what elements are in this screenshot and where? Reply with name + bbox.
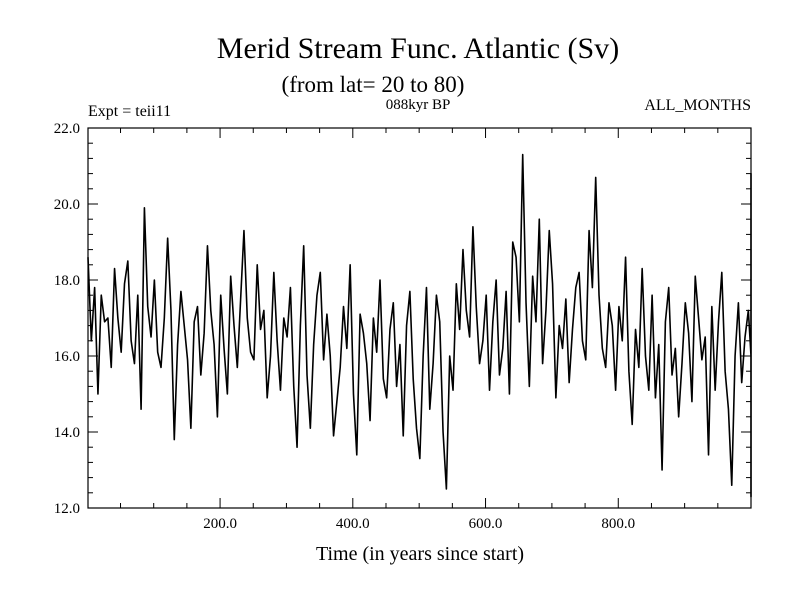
x-axis-label: Time (in years since start) [316, 543, 524, 565]
x-tick-label: 400.0 [336, 516, 370, 532]
y-tick-label: 22.0 [54, 121, 80, 137]
y-tick-label: 18.0 [54, 273, 80, 289]
series-line [87, 153, 752, 498]
ticks: 200.0 400.0 600.0 800.0 12.0 14.0 16.0 18.0 20.0… [54, 121, 751, 532]
experiment-label: Expt = teii11 [88, 103, 171, 120]
x-tick-label: 800.0 [601, 516, 635, 532]
series [87, 153, 752, 498]
period-label: 088kyr BP [386, 97, 451, 113]
chart-subtitle: (from lat= 20 to 80) [282, 72, 465, 97]
x-tick-label: 600.0 [469, 516, 503, 532]
months-label: ALL_MONTHS [644, 97, 751, 114]
x-tick-label: 200.0 [203, 516, 237, 532]
y-tick-label: 12.0 [54, 501, 80, 517]
chart-title: Merid Stream Func. Atlantic (Sv) [217, 32, 619, 65]
y-tick-label: 14.0 [54, 425, 80, 441]
y-tick-label: 20.0 [54, 197, 80, 213]
y-tick-label: 16.0 [54, 349, 80, 365]
